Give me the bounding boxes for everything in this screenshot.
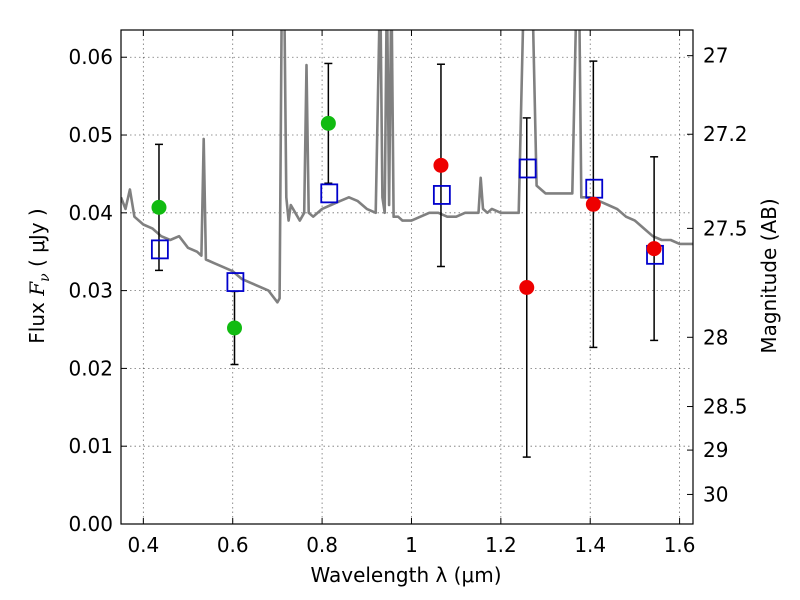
right-tick-label: 27.2 — [703, 122, 748, 146]
right-tick-label: 29 — [703, 438, 728, 462]
filter-square-point — [150, 239, 169, 260]
x-tick-label: 0.6 — [217, 533, 249, 557]
plot-area — [121, 30, 693, 458]
right-tick-label: 28.5 — [703, 395, 748, 419]
y-tick-label: 0.05 — [68, 123, 113, 147]
filter-square-point — [320, 183, 339, 204]
y-axis-label: Flux Fν ( μJy ) — [25, 208, 53, 343]
y-tick-label: 0.04 — [68, 201, 113, 225]
x-tick-label: 1.4 — [574, 533, 606, 557]
x-tick-label: 1.6 — [664, 533, 696, 557]
red-point — [433, 157, 449, 173]
red-point — [646, 241, 662, 257]
green-point — [320, 115, 336, 131]
y-tick-label: 0.02 — [68, 356, 113, 380]
y-label-symbol: F — [25, 281, 49, 297]
grid — [121, 30, 693, 524]
filter-square-point — [518, 158, 537, 179]
plot-content — [121, 30, 693, 458]
red-point — [585, 196, 601, 212]
y-tick-label: 0.01 — [68, 434, 113, 458]
right-tick-label: 27 — [703, 44, 728, 68]
model-spectrum-line — [121, 30, 693, 304]
right-tick-label: 28 — [703, 325, 728, 349]
y-label-suffix: ( μJy ) — [25, 208, 49, 273]
x-tick-label: 1.2 — [485, 533, 517, 557]
green-point — [227, 320, 243, 336]
y-label-subscript: ν — [37, 273, 53, 282]
y-tick-label: 0.06 — [68, 45, 113, 69]
x-tick-label: 0.8 — [306, 533, 338, 557]
red-point — [519, 280, 535, 296]
y-tick-label: 0.00 — [68, 512, 113, 536]
y-label-prefix: Flux — [25, 296, 49, 344]
x-tick-label: 1 — [405, 533, 418, 557]
green-point — [151, 199, 167, 215]
right-tick-label: 27.5 — [703, 216, 748, 240]
right-axis-label: Magnitude (AB) — [757, 198, 781, 353]
filter-square-point — [226, 272, 245, 292]
right-tick-label: 30 — [703, 482, 728, 506]
x-tick-label: 0.4 — [127, 533, 159, 557]
y-tick-label: 0.03 — [68, 279, 113, 303]
filter-square-point — [432, 185, 451, 205]
x-axis-label: Wavelength λ (μm) — [310, 563, 501, 587]
axes: 0.4 0.6 0.8 1 1.2 1.4 1.6 0.00 0.01 0.02 0.03 0.04 0… — [68, 29, 748, 557]
plot-frame — [120, 29, 694, 525]
